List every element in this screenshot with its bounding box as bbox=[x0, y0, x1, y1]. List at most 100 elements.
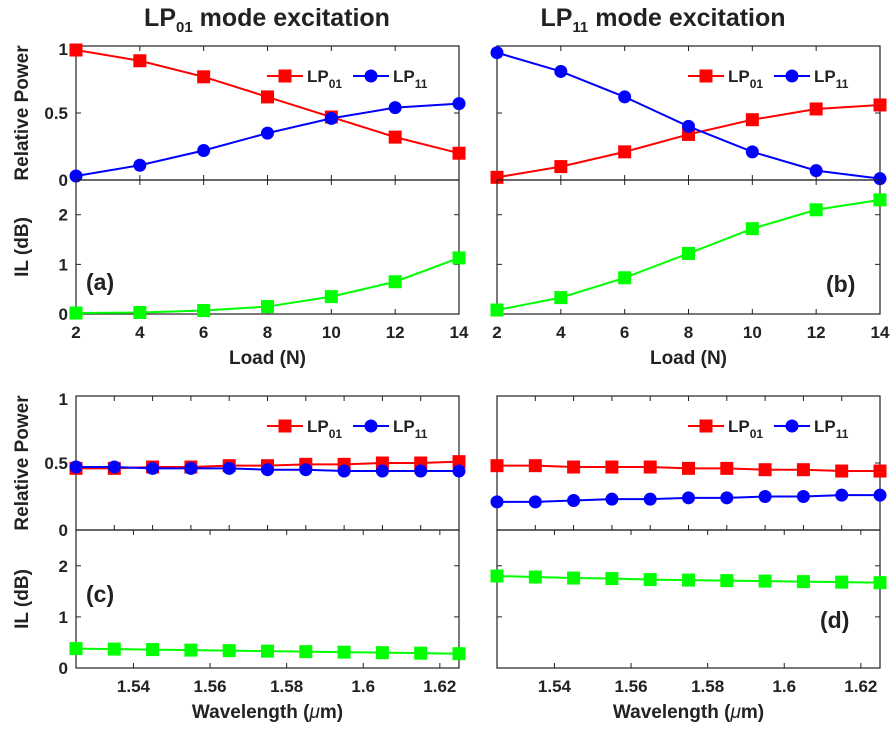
panel-label: (a) bbox=[86, 269, 114, 295]
y-tick-label: 1 bbox=[59, 255, 68, 274]
x-tick-label: 1.58 bbox=[270, 677, 303, 696]
square-marker bbox=[452, 455, 466, 469]
y-tick-label: 2 bbox=[59, 557, 68, 576]
y-axis-label: Relative Power bbox=[12, 45, 33, 181]
y-tick-label: 2 bbox=[59, 206, 68, 225]
y-tick-label: 0 bbox=[59, 171, 68, 190]
x-tick-label: 14 bbox=[871, 323, 890, 342]
panel-d-top: LP01 LP11 bbox=[490, 395, 887, 531]
circle-marker bbox=[197, 144, 211, 158]
square-marker bbox=[605, 572, 619, 586]
square-marker bbox=[720, 574, 734, 588]
legend-label-lp11: LP11 bbox=[814, 417, 849, 441]
square-marker bbox=[758, 574, 772, 588]
square-marker bbox=[618, 271, 632, 285]
circle-marker bbox=[184, 461, 198, 475]
circle-marker bbox=[375, 464, 389, 478]
legend-circle-marker bbox=[785, 419, 799, 433]
legend-label-lp01: LP01 bbox=[728, 67, 763, 91]
circle-marker bbox=[682, 491, 695, 505]
square-marker bbox=[299, 645, 313, 659]
x-tick-label: 6 bbox=[199, 323, 208, 342]
y-tick-label: 0 bbox=[59, 659, 68, 678]
figure-title: LP01 mode excitation bbox=[144, 4, 390, 36]
square-marker bbox=[643, 573, 657, 587]
panel-label: (d) bbox=[820, 607, 849, 633]
x-axis-label: Wavelength (μm) bbox=[192, 702, 343, 723]
x-tick-label: 1.62 bbox=[844, 677, 877, 696]
x-axis-label: Load (N) bbox=[650, 348, 727, 369]
x-tick-label: 4 bbox=[556, 323, 566, 342]
y-tick-label: 0 bbox=[59, 521, 68, 540]
circle-marker bbox=[809, 164, 823, 178]
legend-square-marker bbox=[278, 419, 292, 433]
square-marker bbox=[388, 275, 402, 289]
square-marker bbox=[567, 571, 581, 585]
square-marker bbox=[554, 160, 568, 174]
circle-marker bbox=[758, 490, 772, 503]
square-marker bbox=[873, 464, 887, 478]
x-axis-label: Load (N) bbox=[229, 348, 306, 369]
circle-marker bbox=[605, 492, 619, 506]
square-marker bbox=[222, 644, 236, 658]
circle-marker bbox=[528, 495, 542, 509]
x-tick-label: 12 bbox=[807, 323, 826, 342]
square-marker bbox=[184, 643, 198, 657]
axes-frame bbox=[75, 529, 460, 669]
axes-frame bbox=[75, 179, 460, 315]
square-marker bbox=[69, 43, 83, 57]
x-tick-label: 2 bbox=[492, 323, 501, 342]
square-marker bbox=[133, 306, 147, 320]
x-tick-label: 8 bbox=[263, 323, 272, 342]
x-tick-label: 1.56 bbox=[194, 677, 227, 696]
square-marker bbox=[528, 570, 542, 584]
panel-c-bot: 0 1 2 1.54 1.56 1.58 1.6 1.62 Wavelength (μm) IL … bbox=[12, 529, 466, 723]
square-marker bbox=[835, 575, 849, 589]
circle-marker bbox=[720, 491, 734, 505]
square-marker bbox=[605, 460, 619, 474]
panel-label: (c) bbox=[86, 581, 114, 607]
square-marker bbox=[69, 642, 83, 656]
x-tick-label: 10 bbox=[322, 323, 341, 342]
legend-square-marker bbox=[699, 419, 713, 433]
square-marker bbox=[567, 460, 581, 474]
y-axis-label: IL (dB) bbox=[12, 217, 33, 277]
panel-label: (b) bbox=[826, 271, 855, 297]
legend-label-lp11: LP11 bbox=[814, 67, 849, 91]
square-marker bbox=[490, 569, 504, 583]
circle-marker bbox=[873, 488, 887, 502]
circle-marker bbox=[618, 90, 632, 104]
square-marker bbox=[452, 146, 466, 160]
x-tick-label: 1.54 bbox=[538, 677, 572, 696]
x-tick-label: 14 bbox=[450, 323, 469, 342]
square-marker bbox=[528, 459, 542, 473]
square-marker bbox=[720, 461, 734, 475]
x-tick-label: 1.6 bbox=[351, 677, 375, 696]
y-tick-label: 0 bbox=[59, 305, 68, 324]
legend-circle-marker bbox=[364, 69, 378, 83]
legend-label-lp11: LP11 bbox=[393, 67, 428, 91]
legend-label-lp01: LP01 bbox=[307, 67, 342, 91]
circle-marker bbox=[337, 464, 351, 478]
x-tick-label: 12 bbox=[386, 323, 405, 342]
square-marker bbox=[835, 464, 849, 478]
panel-b-bot: 2 4 6 8 10 12 14 Load (N) (b) bbox=[490, 179, 890, 369]
panel-d-bot: 1.54 1.56 1.58 1.6 1.62 Wavelength (μm) (d) bbox=[490, 529, 887, 723]
legend: LP01 LP11 bbox=[267, 417, 428, 441]
square-marker bbox=[197, 70, 211, 84]
legend-square-marker bbox=[699, 69, 713, 83]
square-marker bbox=[682, 246, 695, 260]
square-marker bbox=[682, 573, 695, 587]
y-tick-label: 0.5 bbox=[44, 104, 68, 123]
x-tick-label: 2 bbox=[71, 323, 80, 342]
square-marker bbox=[490, 459, 504, 473]
circle-marker bbox=[745, 145, 759, 159]
y-axis-label: IL (dB) bbox=[12, 569, 33, 629]
square-marker bbox=[682, 461, 695, 475]
panel-a-top: 0 0.5 1 Relative Power LP01 LP11 bbox=[12, 40, 466, 190]
square-marker bbox=[261, 90, 274, 104]
circle-marker bbox=[796, 490, 810, 503]
x-tick-label: 10 bbox=[743, 323, 762, 342]
y-axis-label: Relative Power bbox=[12, 395, 33, 531]
